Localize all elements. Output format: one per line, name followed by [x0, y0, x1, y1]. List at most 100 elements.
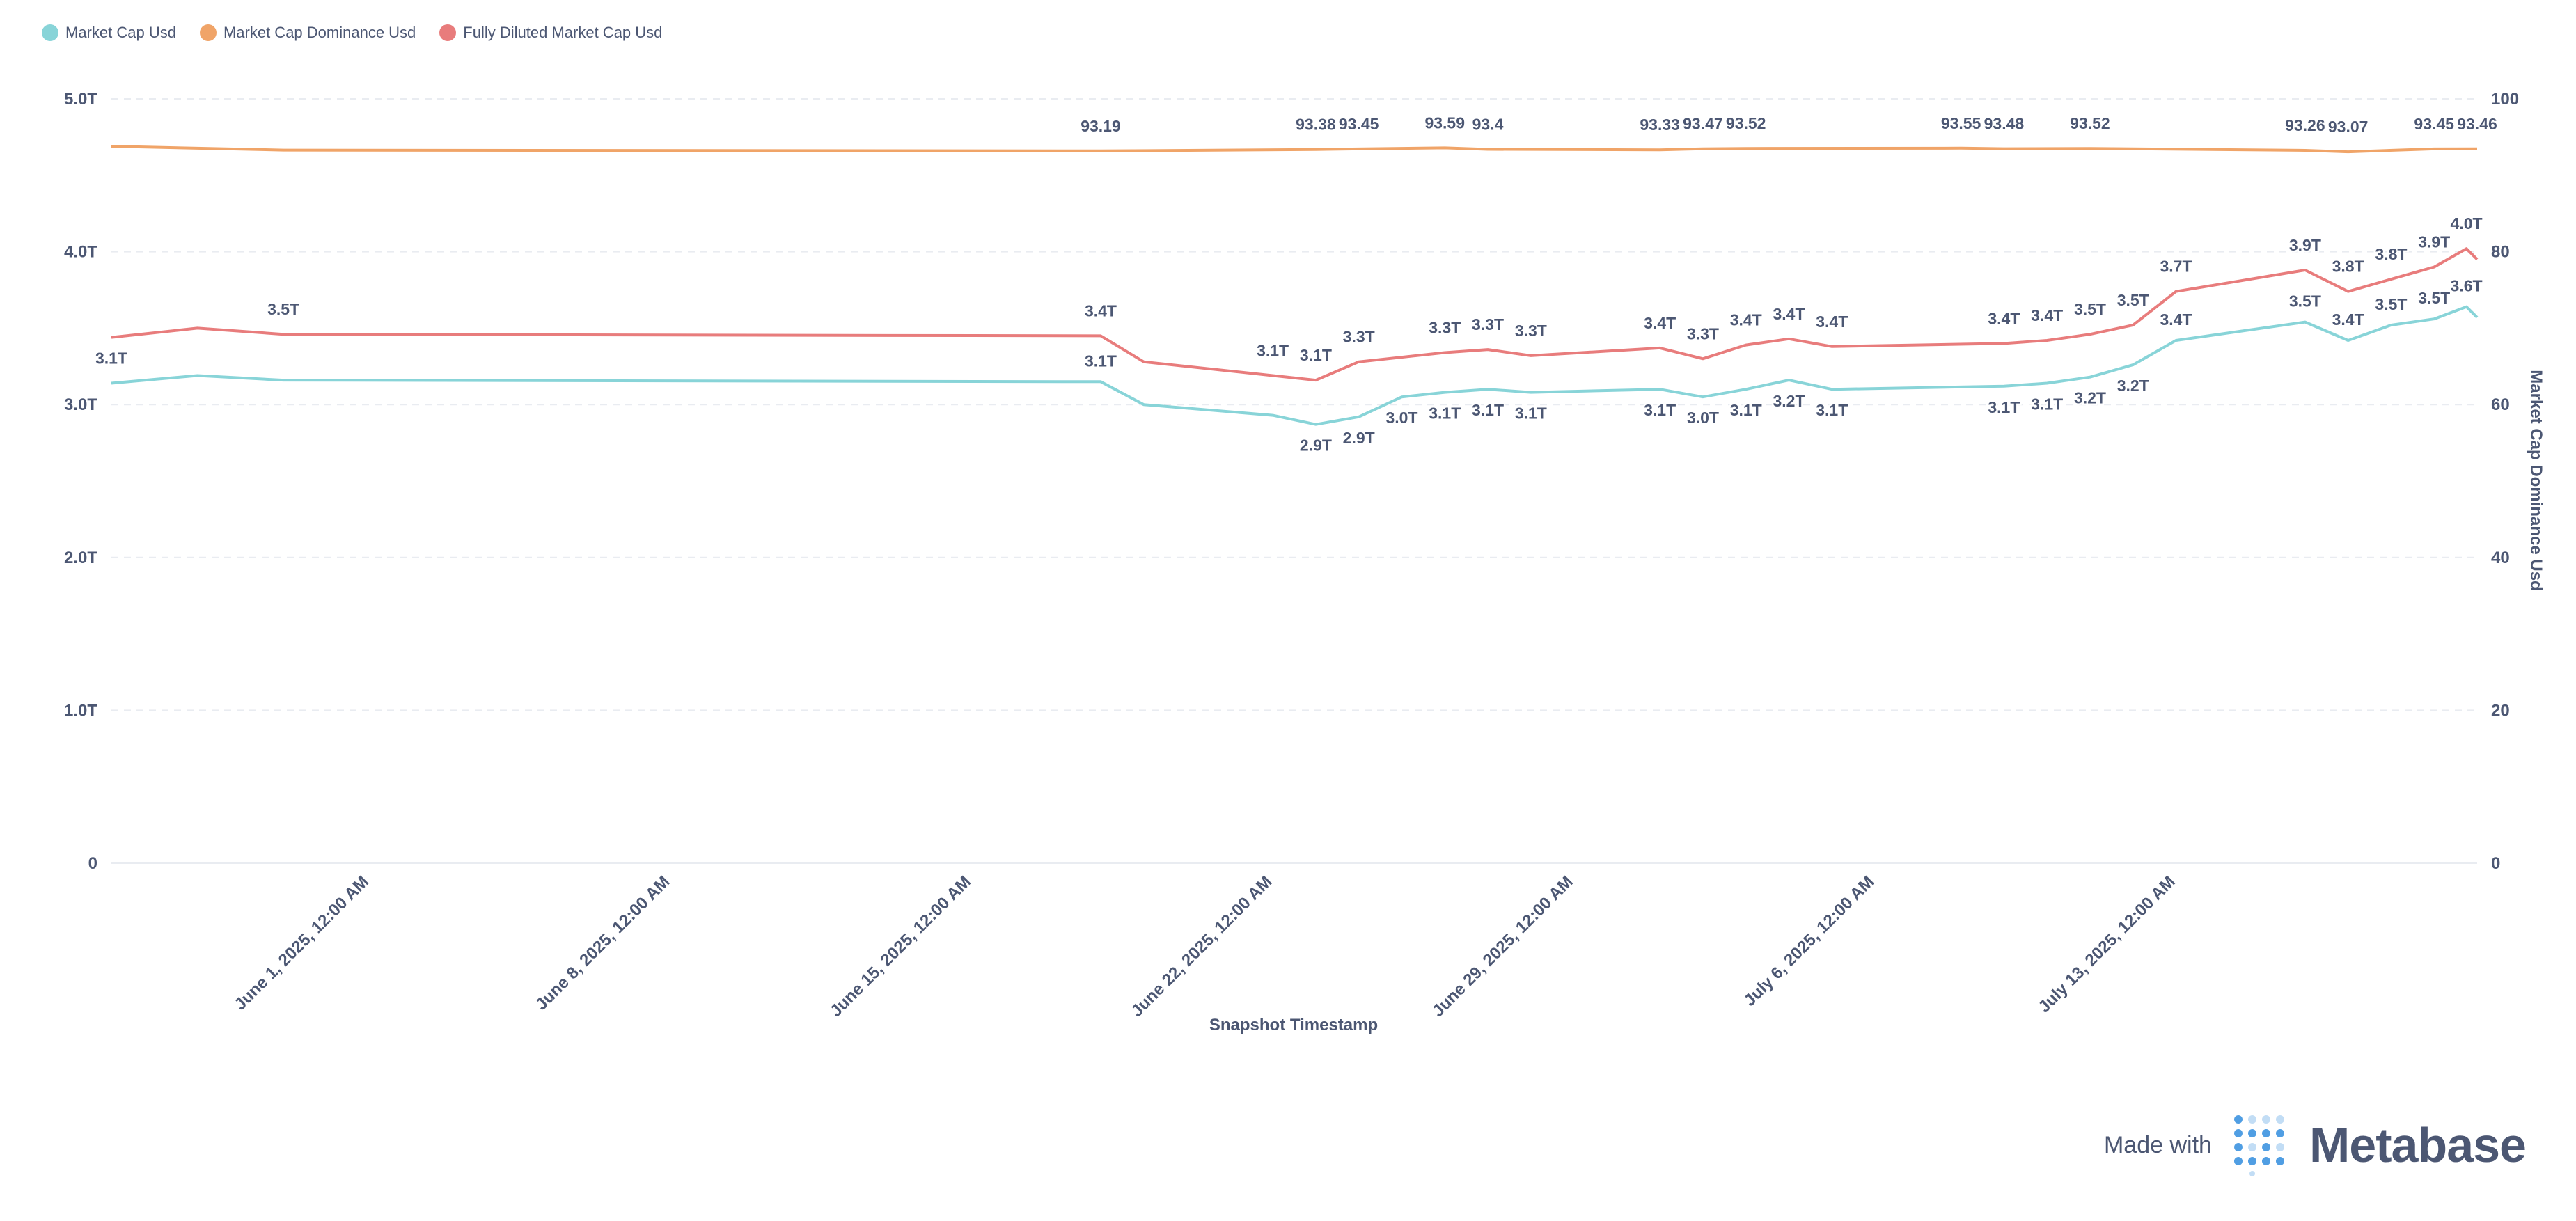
- legend-swatch: [439, 24, 457, 41]
- data-label: 3.4T: [2160, 310, 2192, 329]
- data-label: 93.55: [1941, 114, 1981, 132]
- legend-item-market-cap[interactable]: Market Cap Usd: [42, 24, 176, 42]
- data-label: 3.1T: [1257, 341, 1289, 359]
- data-label: 3.3T: [1343, 328, 1375, 346]
- data-label: 93.46: [2457, 115, 2497, 133]
- x-axis-tick-label: June 29, 2025, 12:00 AM: [1429, 872, 1577, 1021]
- data-label: 93.19: [1081, 117, 1121, 135]
- data-label: 3.1T: [1429, 404, 1461, 423]
- data-label: 3.6T: [2451, 277, 2483, 295]
- data-label: 3.1T: [1515, 404, 1547, 423]
- data-label: 93.38: [1296, 116, 1336, 134]
- y2-axis-tick-label: 40: [2491, 549, 2510, 567]
- legend-swatch: [42, 24, 58, 41]
- data-label: 3.5T: [267, 300, 299, 318]
- data-label: 3.0T: [1687, 409, 1719, 427]
- data-label: 3.2T: [1773, 392, 1805, 410]
- legend-swatch: [199, 24, 217, 41]
- data-label: 3.4T: [1085, 301, 1117, 320]
- data-label: 3.0T: [1385, 409, 1417, 427]
- data-label: 3.1T: [1816, 401, 1848, 419]
- x-axis-tick-label: June 8, 2025, 12:00 AM: [532, 872, 673, 1014]
- x-axis-tick-label: June 22, 2025, 12:00 AM: [1128, 872, 1276, 1021]
- data-label: 3.5T: [2375, 295, 2407, 313]
- data-label: 93.47: [1683, 115, 1723, 133]
- data-label: 3.1T: [1300, 346, 1332, 364]
- data-label: 93.33: [1640, 116, 1680, 134]
- y-axis-tick-label: 3.0T: [64, 395, 97, 414]
- data-label: 3.5T: [2117, 291, 2149, 309]
- data-label: 93.45: [2414, 115, 2454, 133]
- data-label: 3.3T: [1429, 319, 1461, 337]
- data-label: 3.1T: [1472, 401, 1504, 419]
- y2-axis-tick-label: 0: [2491, 854, 2500, 873]
- legend: Market Cap Usd Market Cap Dominance Usd …: [42, 24, 662, 42]
- data-label: 3.1T: [1085, 352, 1117, 370]
- data-label: 2.9T: [1343, 429, 1375, 447]
- data-label: 3.4T: [1730, 311, 1762, 329]
- data-label: 93.26: [2285, 116, 2325, 134]
- x-axis-title: Snapshot Timestamp: [1209, 1016, 1378, 1034]
- y2-axis-tick-label: 80: [2491, 243, 2510, 262]
- y-axis-tick-label: 4.0T: [64, 243, 97, 262]
- data-label: 3.7T: [2160, 258, 2192, 276]
- y2-axis-tick-label: 60: [2491, 395, 2510, 414]
- data-label: 3.3T: [1515, 322, 1547, 340]
- data-label: 93.45: [1339, 115, 1379, 133]
- data-label: 3.2T: [2117, 377, 2149, 395]
- axes: 0 1.0T 2.0T 3.0T 4.0T 5.0T 0 20 40 60 80 100 June 1,…: [64, 90, 2519, 1021]
- x-axis-tick-label: July 13, 2025, 12:00 AM: [2035, 872, 2179, 1016]
- data-label: 93.07: [2328, 118, 2369, 136]
- series-lines: [111, 145, 2479, 426]
- data-label: 3.3T: [1687, 324, 1719, 342]
- data-label: 3.5T: [2074, 300, 2106, 318]
- data-labels: 3.1T 3.1T 2.9T 2.9T 3.0T 3.1T 3.1T 3.1T 3.1T 3.0T…: [93, 112, 2499, 456]
- data-label: 93.48: [1984, 115, 2025, 133]
- metabase-branding[interactable]: Made with Metabase: [2103, 1114, 2527, 1176]
- series-line-0: [111, 305, 2479, 426]
- data-label: 3.1T: [1988, 398, 2020, 416]
- x-axis-tick-label: June 15, 2025, 12:00 AM: [826, 872, 975, 1021]
- data-label: 3.4T: [1816, 313, 1848, 331]
- legend-label: Fully Diluted Market Cap Usd: [463, 24, 663, 41]
- data-label: 2.9T: [1300, 436, 1332, 455]
- y-axis-tick-label: 5.0T: [64, 90, 97, 109]
- legend-item-dominance[interactable]: Market Cap Dominance Usd: [199, 24, 416, 42]
- y-axis-tick-label: 2.0T: [64, 549, 97, 567]
- data-label: 3.9T: [2418, 233, 2450, 251]
- y-axis-tick-label: 0: [88, 854, 97, 873]
- y-axis-tick-label: 1.0T: [64, 701, 97, 720]
- y2-axis-title: Market Cap Dominance Usd: [2527, 370, 2545, 590]
- legend-item-fully-diluted[interactable]: Fully Diluted Market Cap Usd: [439, 24, 662, 42]
- data-label: 93.4: [1472, 115, 1504, 133]
- data-label: 3.4T: [1644, 314, 1676, 332]
- data-label: 3.5T: [2418, 289, 2450, 307]
- data-label: 3.1T: [95, 349, 127, 367]
- legend-label: Market Cap Dominance Usd: [223, 24, 416, 41]
- y2-axis-tick-label: 100: [2491, 90, 2519, 109]
- grid-lines: [111, 98, 2477, 864]
- data-label: 3.1T: [1644, 401, 1676, 419]
- data-label: 93.59: [1424, 113, 1465, 132]
- y2-axis-tick-label: 20: [2491, 701, 2510, 720]
- data-label: 3.1T: [1730, 401, 1762, 419]
- data-label: 3.4T: [2332, 310, 2364, 329]
- made-with-text: Made with: [2103, 1131, 2212, 1158]
- x-axis-tick-label: June 1, 2025, 12:00 AM: [231, 872, 372, 1014]
- series-line-1: [111, 145, 2478, 154]
- x-axis-tick-label: July 6, 2025, 12:00 AM: [1741, 872, 1878, 1010]
- data-label: 3.4T: [1988, 309, 2020, 327]
- data-label: 3.8T: [2375, 245, 2407, 263]
- series-line-2: [111, 247, 2479, 382]
- data-label: 3.2T: [2074, 389, 2106, 407]
- data-label: 3.8T: [2332, 258, 2364, 276]
- data-label: 3.4T: [2031, 306, 2063, 324]
- metabase-logo-icon: [2233, 1115, 2284, 1176]
- data-label: 3.3T: [1472, 315, 1504, 333]
- metabase-wordmark: Metabase: [2309, 1118, 2527, 1172]
- legend-label: Market Cap Usd: [65, 24, 176, 41]
- data-label: 3.1T: [2031, 395, 2063, 413]
- data-label: 93.52: [2070, 114, 2110, 132]
- data-label: 4.0T: [2451, 214, 2483, 233]
